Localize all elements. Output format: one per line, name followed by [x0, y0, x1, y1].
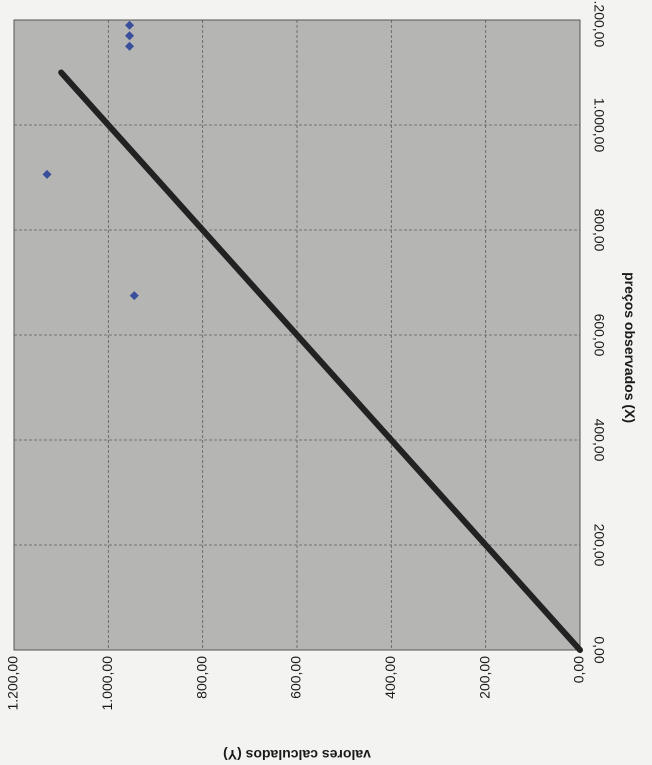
data-point [125, 41, 135, 51]
y-tick-label: 600,00 [288, 656, 304, 699]
data-point [125, 31, 135, 41]
plot-frame [13, 19, 581, 651]
y-tick-label: 800,00 [193, 656, 209, 699]
y-tick-label: 400,00 [382, 656, 398, 699]
x-tick-label: 800,00 [591, 209, 607, 252]
x-tick-label: 1.200,00 [591, 0, 607, 47]
y-tick-label: 0,00 [571, 656, 587, 683]
x-tick-label: 0,00 [591, 636, 607, 663]
data-point [129, 291, 139, 301]
y-tick-labels: 0,00 200,00 400,00 600,00 800,00 1.000,00 1.20… [5, 656, 587, 711]
x-tick-labels: 0,00 200,00 400,00 600,00 800,00 1.000,00 1.20… [591, 0, 607, 664]
x-tick-label: 200,00 [591, 524, 607, 567]
x-tick-label: 400,00 [591, 419, 607, 462]
plot-border [13, 19, 581, 651]
x-tick-label: 1.000,00 [591, 98, 607, 153]
data-marks [42, 20, 583, 653]
x-axis-title: preços observados (X) [622, 272, 638, 423]
x-tick-label: 600,00 [591, 314, 607, 357]
y-tick-label: 1.000,00 [99, 656, 115, 711]
data-point [42, 169, 52, 179]
data-point [125, 20, 135, 30]
y-tick-label: 200,00 [476, 656, 492, 699]
trend-line [58, 69, 583, 653]
y-axis-title: valores calculados (Y) [223, 747, 371, 763]
y-tick-label: 1.200,00 [5, 656, 21, 711]
